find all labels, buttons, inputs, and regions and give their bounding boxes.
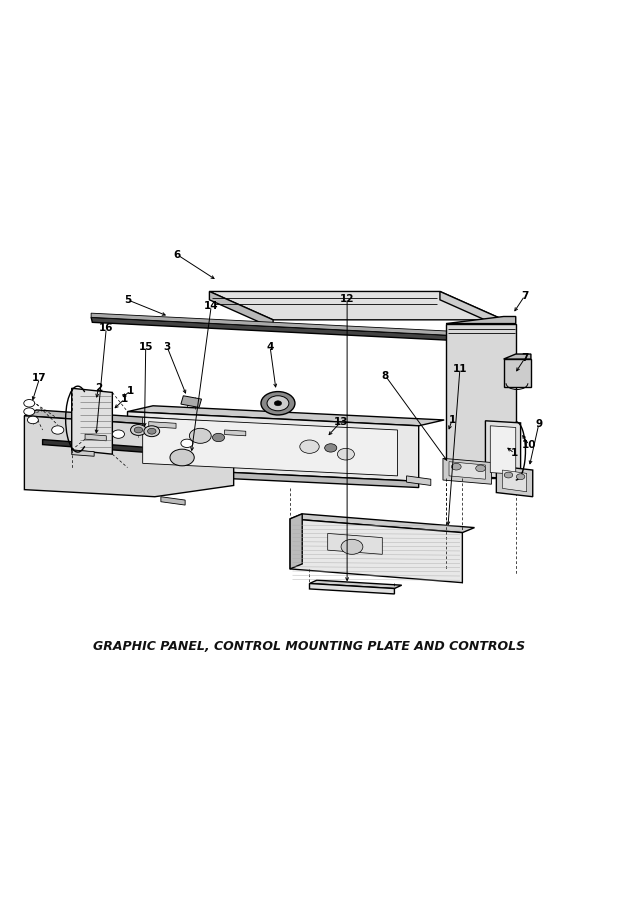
Text: 1: 1: [127, 386, 134, 396]
Circle shape: [24, 400, 35, 407]
Circle shape: [261, 392, 295, 415]
Polygon shape: [290, 514, 302, 569]
Text: 2: 2: [95, 383, 102, 393]
Polygon shape: [504, 354, 531, 359]
Polygon shape: [91, 318, 450, 340]
Text: 1: 1: [121, 394, 128, 404]
Polygon shape: [446, 324, 516, 479]
Polygon shape: [142, 418, 397, 476]
Circle shape: [476, 465, 485, 472]
Circle shape: [504, 472, 513, 478]
Text: 8: 8: [382, 371, 389, 381]
Polygon shape: [24, 416, 233, 497]
Circle shape: [181, 439, 193, 447]
Circle shape: [516, 473, 525, 480]
Polygon shape: [327, 534, 383, 554]
Text: 16: 16: [99, 323, 113, 333]
Text: 17: 17: [32, 374, 47, 383]
Circle shape: [147, 428, 156, 434]
Polygon shape: [128, 411, 418, 482]
Polygon shape: [181, 396, 202, 408]
Circle shape: [337, 448, 355, 460]
Polygon shape: [72, 450, 94, 456]
Polygon shape: [161, 497, 185, 505]
Polygon shape: [310, 583, 394, 594]
Polygon shape: [128, 467, 418, 488]
Text: 11: 11: [452, 364, 467, 374]
Polygon shape: [446, 317, 516, 324]
Circle shape: [51, 426, 64, 434]
Circle shape: [170, 449, 194, 466]
Text: 14: 14: [204, 302, 219, 311]
Circle shape: [451, 464, 461, 470]
Text: 3: 3: [163, 341, 171, 352]
Text: 1: 1: [448, 415, 456, 425]
Text: 5: 5: [124, 295, 131, 305]
Polygon shape: [503, 470, 527, 491]
Circle shape: [267, 396, 289, 410]
Text: GRAPHIC PANEL, CONTROL MOUNTING PLATE AND CONTROLS: GRAPHIC PANEL, CONTROL MOUNTING PLATE AN…: [93, 640, 526, 652]
Polygon shape: [72, 388, 112, 454]
Polygon shape: [91, 313, 449, 336]
Circle shape: [189, 428, 211, 444]
Circle shape: [144, 426, 160, 436]
Polygon shape: [443, 458, 491, 484]
Circle shape: [324, 444, 337, 452]
Polygon shape: [440, 292, 504, 328]
Polygon shape: [85, 434, 106, 441]
Polygon shape: [290, 518, 462, 582]
Text: 12: 12: [340, 294, 354, 304]
Polygon shape: [446, 469, 516, 479]
Circle shape: [24, 408, 35, 416]
Polygon shape: [407, 476, 431, 485]
Polygon shape: [43, 439, 225, 458]
Text: 9: 9: [535, 419, 542, 429]
Polygon shape: [209, 292, 273, 328]
Polygon shape: [225, 430, 246, 436]
Polygon shape: [449, 462, 485, 479]
Text: 1: 1: [511, 448, 518, 458]
Circle shape: [134, 428, 142, 433]
Polygon shape: [490, 426, 516, 474]
Polygon shape: [485, 421, 521, 479]
Circle shape: [274, 400, 282, 406]
Text: 7: 7: [521, 353, 529, 364]
Circle shape: [113, 430, 124, 438]
Text: 4: 4: [266, 341, 274, 352]
Polygon shape: [290, 514, 475, 533]
Polygon shape: [128, 406, 444, 426]
Circle shape: [300, 440, 319, 454]
Polygon shape: [504, 359, 531, 387]
Text: 6: 6: [174, 249, 181, 260]
Circle shape: [131, 425, 146, 436]
Text: 10: 10: [522, 440, 536, 450]
Text: 15: 15: [139, 341, 153, 352]
Circle shape: [27, 416, 38, 424]
Polygon shape: [149, 421, 176, 428]
Circle shape: [212, 433, 225, 442]
Text: 13: 13: [334, 417, 348, 427]
Polygon shape: [310, 580, 402, 589]
Polygon shape: [209, 292, 504, 320]
Text: 7: 7: [521, 291, 529, 301]
Polygon shape: [496, 466, 533, 497]
Circle shape: [341, 539, 363, 554]
Polygon shape: [24, 410, 246, 430]
